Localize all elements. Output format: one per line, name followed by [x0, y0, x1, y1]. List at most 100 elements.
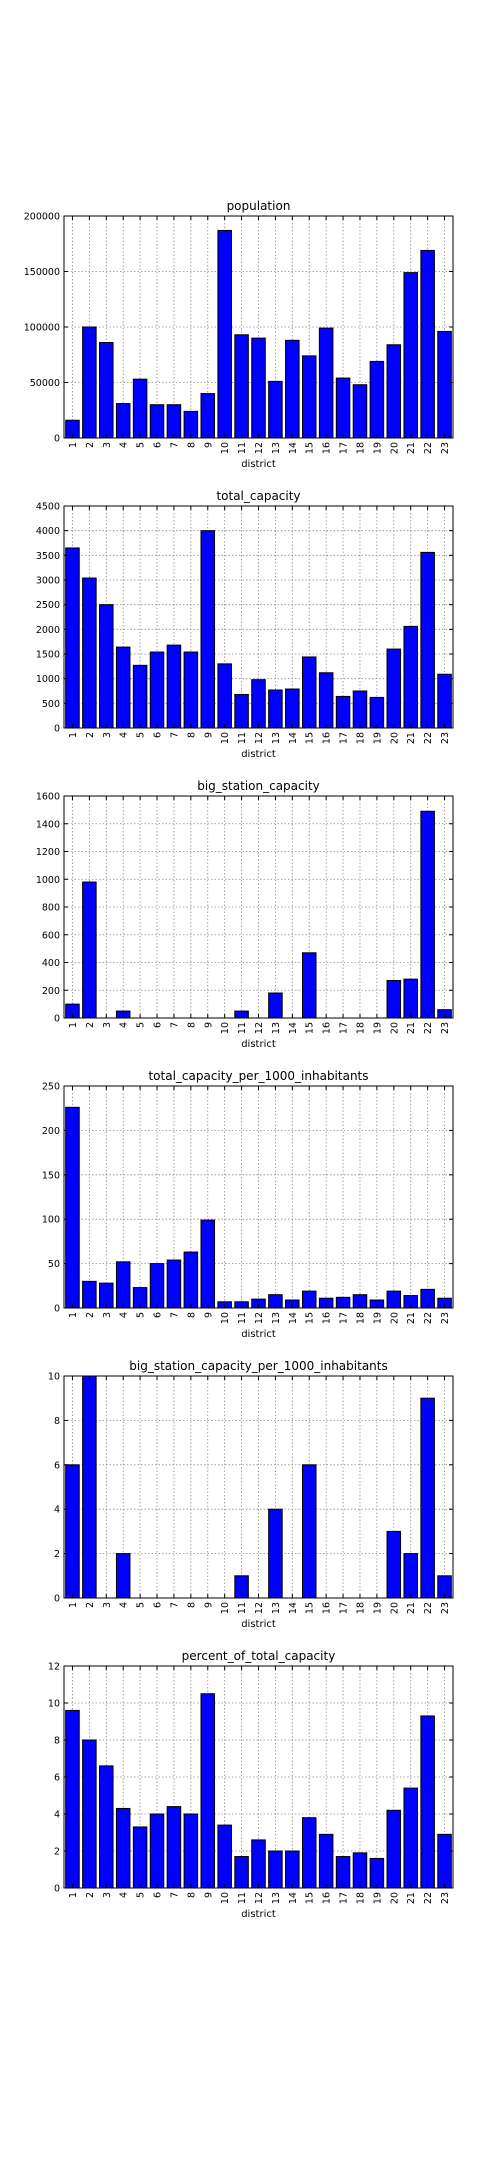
x-tick-label: 4 — [119, 1892, 130, 1898]
bar-district-22 — [420, 1715, 435, 1889]
chart-title: total_capacity_per_1000_inhabitants — [148, 1069, 368, 1083]
bar-district-15 — [301, 355, 317, 439]
x-tick-label: 20 — [389, 1022, 400, 1034]
x-tick-label: 13 — [271, 732, 282, 744]
bar-district-15 — [301, 1817, 317, 1889]
x-tick-label: 8 — [186, 1022, 197, 1028]
y-tick-label: 50000 — [30, 378, 60, 389]
x-tick-label: 9 — [203, 1022, 214, 1028]
chart-title: percent_of_total_capacity — [182, 1649, 336, 1663]
x-tick-label: 20 — [389, 1602, 400, 1614]
bar-district-7 — [166, 404, 182, 439]
x-tick-label: 9 — [203, 442, 214, 448]
y-tick-label: 500 — [42, 699, 60, 710]
x-tick-label: 11 — [237, 442, 248, 454]
y-tick-label: 0 — [54, 1594, 60, 1605]
x-tick-label: 9 — [203, 1312, 214, 1318]
x-tick-label: 16 — [322, 442, 333, 454]
x-tick-label: 8 — [186, 442, 197, 448]
x-tick-label: 3 — [102, 732, 113, 738]
x-tick-label: 23 — [440, 1892, 451, 1904]
bar-district-20 — [386, 1809, 402, 1889]
bar-district-22 — [420, 249, 435, 439]
x-tick-label: 12 — [254, 442, 265, 454]
bar-district-10 — [217, 229, 232, 439]
x-tick-label: 15 — [305, 1892, 316, 1904]
y-tick-label: 600 — [42, 930, 60, 941]
bar-district-6 — [149, 1813, 165, 1889]
y-tick-label: 800 — [42, 903, 60, 914]
x-tick-label: 13 — [271, 1892, 282, 1904]
x-tick-label: 21 — [406, 442, 417, 454]
x-tick-label: 20 — [389, 442, 400, 454]
y-tick-label: 0 — [54, 724, 60, 735]
y-tick-label: 3500 — [36, 551, 60, 562]
x-tick-label: 18 — [355, 1892, 366, 1904]
x-tick-label: 14 — [288, 732, 299, 744]
bar-district-3 — [99, 342, 114, 439]
x-tick-label: 10 — [220, 1312, 231, 1324]
x-tick-label: 11 — [237, 1022, 248, 1034]
x-tick-label: 17 — [339, 1602, 350, 1614]
x-tick-label: 23 — [440, 1602, 451, 1614]
x-tick-label: 18 — [355, 442, 366, 454]
bar-district-4 — [115, 1553, 131, 1599]
x-tick-label: 21 — [406, 732, 417, 744]
bar-district-12 — [251, 1839, 266, 1889]
x-tick-label: 17 — [339, 1892, 350, 1904]
x-tick-label: 3 — [102, 1602, 113, 1608]
x-axis-label: district — [241, 1619, 276, 1630]
x-tick-label: 1 — [68, 1602, 79, 1608]
bar-district-19 — [369, 1857, 385, 1889]
bar-district-10 — [217, 1824, 232, 1889]
x-tick-label: 21 — [406, 1602, 417, 1614]
bar-district-1 — [65, 547, 80, 729]
x-tick-label: 8 — [186, 1602, 197, 1608]
bar-district-19 — [369, 360, 385, 439]
bar-district-6 — [149, 651, 165, 729]
x-tick-label: 11 — [237, 1312, 248, 1324]
x-tick-label: 12 — [254, 1312, 265, 1324]
bar-district-14 — [285, 339, 300, 439]
bar-district-21 — [403, 1553, 418, 1599]
bar-district-12 — [251, 679, 266, 729]
y-tick-label: 1600 — [36, 792, 60, 803]
bar-district-13 — [268, 689, 283, 729]
x-axis-label: district — [241, 459, 276, 470]
x-tick-label: 7 — [169, 1312, 180, 1318]
x-tick-label: 9 — [203, 1602, 214, 1608]
x-tick-label: 5 — [136, 442, 147, 448]
x-tick-label: 23 — [440, 1312, 451, 1324]
bar-district-20 — [386, 648, 402, 729]
x-tick-label: 5 — [136, 1022, 147, 1028]
x-tick-label: 19 — [372, 1022, 383, 1034]
y-tick-label: 0 — [54, 1884, 60, 1895]
y-tick-label: 4 — [54, 1810, 60, 1821]
x-tick-label: 6 — [153, 1892, 164, 1898]
bar-district-11 — [234, 693, 249, 729]
bar-district-18 — [352, 690, 368, 729]
bar-district-8 — [183, 1813, 199, 1889]
x-tick-label: 14 — [288, 1312, 299, 1324]
bar-district-5 — [132, 664, 148, 729]
bar-district-16 — [318, 327, 334, 439]
x-tick-label: 12 — [254, 732, 265, 744]
y-tick-label: 2500 — [36, 600, 60, 611]
y-tick-label: 8 — [54, 1736, 60, 1747]
x-tick-label: 17 — [339, 732, 350, 744]
bar-district-8 — [183, 651, 199, 729]
chart-panel-3: big_station_capacity02004006008001000120… — [36, 779, 454, 1050]
x-tick-label: 7 — [169, 1602, 180, 1608]
bar-district-17 — [335, 695, 351, 729]
bar-district-23 — [437, 673, 452, 729]
x-tick-label: 4 — [119, 1602, 130, 1608]
x-tick-label: 17 — [339, 1312, 350, 1324]
x-tick-label: 22 — [423, 1892, 434, 1904]
bar-district-7 — [166, 1259, 182, 1309]
x-tick-label: 7 — [169, 1022, 180, 1028]
x-tick-label: 16 — [322, 1312, 333, 1324]
x-axis-label: district — [241, 749, 276, 760]
chart-title: total_capacity — [216, 489, 300, 503]
x-tick-label: 18 — [355, 1602, 366, 1614]
y-tick-label: 10 — [48, 1372, 60, 1383]
